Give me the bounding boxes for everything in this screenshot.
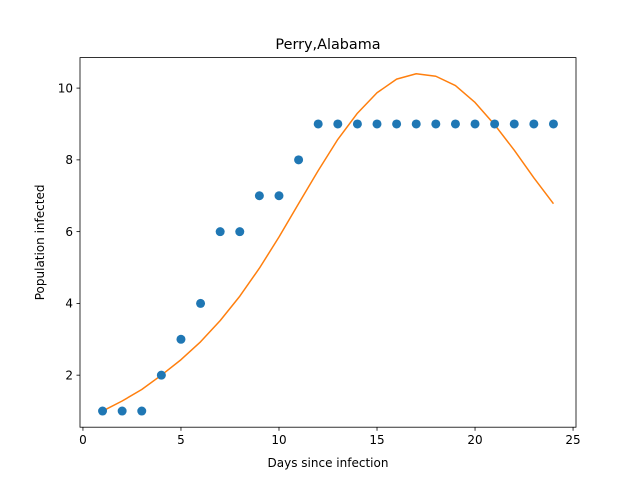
data-point (490, 119, 500, 129)
y-tick-label: 2 (65, 368, 73, 382)
data-point (254, 191, 264, 201)
data-point (548, 119, 558, 129)
data-point (352, 119, 362, 129)
data-point (215, 227, 225, 237)
fit-line (102, 73, 555, 412)
plot-area (98, 73, 558, 416)
data-point (235, 227, 245, 237)
data-point (98, 406, 108, 416)
x-tick-label: 15 (369, 433, 384, 447)
data-point (274, 191, 284, 201)
data-point (529, 119, 539, 129)
x-tick-label: 5 (177, 433, 185, 447)
chart-title: Perry,Alabama (275, 37, 380, 53)
y-tick-label: 10 (58, 81, 73, 95)
data-point (117, 406, 127, 416)
data-point (196, 298, 206, 308)
data-point (392, 119, 402, 129)
y-tick-label: 6 (65, 225, 73, 239)
axes-frame (79, 57, 577, 428)
data-point (372, 119, 382, 129)
data-point (431, 119, 441, 129)
data-point (411, 119, 421, 129)
y-tick-label: 4 (65, 297, 73, 311)
data-point (176, 334, 186, 344)
y-axis: 2 4 6 8 10 (58, 81, 80, 382)
x-tick-label: 0 (79, 433, 87, 447)
x-axis-label: Days since infection (268, 456, 389, 470)
x-tick-label: 10 (271, 433, 286, 447)
data-point (156, 370, 166, 380)
data-point (333, 119, 343, 129)
data-point (294, 155, 304, 165)
data-point (137, 406, 147, 416)
y-tick-label: 8 (65, 153, 73, 167)
data-point (470, 119, 480, 129)
x-tick-label: 20 (467, 433, 482, 447)
y-axis-label: Population infected (33, 185, 47, 301)
x-axis: 0 5 10 15 20 25 (79, 427, 581, 447)
data-point (313, 119, 323, 129)
data-point (450, 119, 460, 129)
data-point (509, 119, 519, 129)
x-tick-label: 25 (565, 433, 580, 447)
